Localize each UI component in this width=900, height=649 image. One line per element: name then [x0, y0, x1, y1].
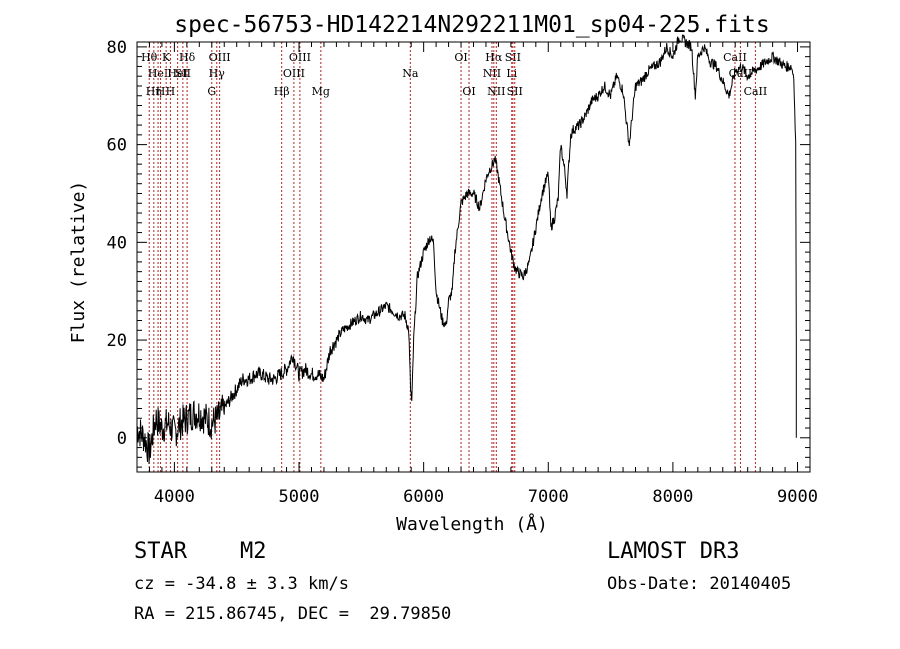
- marker-label-24: SII: [507, 85, 523, 98]
- y-tick-label-4: 80: [107, 38, 127, 58]
- plot-frame: [136, 41, 811, 473]
- coordinates: RA = 215.86745, DEC = 29.79850: [134, 604, 452, 624]
- x-tick-label-2: 6000: [403, 487, 444, 507]
- marker-label-5: H: [166, 85, 176, 98]
- marker-label-23: SII: [505, 51, 521, 64]
- marker-label-15: Mg: [312, 85, 330, 98]
- marker-label-13: OIII: [283, 67, 305, 80]
- marker-label-19: NII: [483, 67, 501, 80]
- marker-label-18: OI: [462, 85, 475, 98]
- marker-label-10: Hγ: [209, 67, 226, 80]
- redshift: cz = -34.8 ± 3.3 km/s: [134, 574, 349, 594]
- marker-label-3: H: [156, 85, 166, 98]
- subclass: M2: [240, 539, 267, 564]
- x-axis-label: Wavelength (Å): [396, 513, 548, 535]
- marker-label-17: OI: [454, 51, 467, 64]
- object-class: STAR: [134, 539, 187, 564]
- y-tick-label-3: 60: [107, 136, 127, 156]
- marker-label-9: G: [207, 85, 216, 98]
- marker-label-8: Hδ: [179, 51, 196, 64]
- survey-name: LAMOST DR3: [607, 539, 740, 564]
- x-axis: 4000 5000 6000 7000 8000 9000: [136, 42, 818, 507]
- y-tick-label-0: 0: [117, 429, 127, 449]
- marker-label-21: NII: [487, 85, 505, 98]
- obs-date: Obs-Date: 20140405: [607, 574, 792, 594]
- y-axis-label: Flux (relative): [68, 181, 89, 344]
- flux-series-line: [136, 34, 797, 465]
- marker-label-25: CaII: [723, 51, 747, 64]
- marker-label-14: OIII: [289, 51, 311, 64]
- marker-label-4: K: [162, 51, 171, 64]
- marker-label-20: Hα: [485, 51, 503, 64]
- y-tick-label-1: 20: [107, 331, 127, 351]
- spectrum-chart: spec-56753-HD142214N292211M01_sp04-225.f…: [68, 12, 818, 535]
- x-tick-label-1: 5000: [279, 487, 320, 507]
- marker-label-0: Hθ: [141, 51, 158, 64]
- chart-title: spec-56753-HD142214N292211M01_sp04-225.f…: [174, 12, 769, 38]
- marker-label-16: Na: [402, 67, 419, 80]
- x-tick-label-0: 4000: [154, 487, 195, 507]
- marker-label-11: OIII: [209, 51, 231, 64]
- marker-label-7: SII: [175, 67, 191, 80]
- marker-label-27: CaII: [744, 85, 768, 98]
- y-tick-label-2: 40: [107, 233, 127, 253]
- y-axis: 0 20 40 60 80: [107, 38, 810, 468]
- marker-label-22: Li: [506, 67, 517, 80]
- x-tick-label-3: 7000: [528, 487, 569, 507]
- marker-label-12: Hβ: [274, 85, 290, 98]
- x-tick-label-4: 8000: [652, 487, 693, 507]
- marker-label-2: HeI: [148, 67, 168, 80]
- x-tick-label-5: 9000: [777, 487, 818, 507]
